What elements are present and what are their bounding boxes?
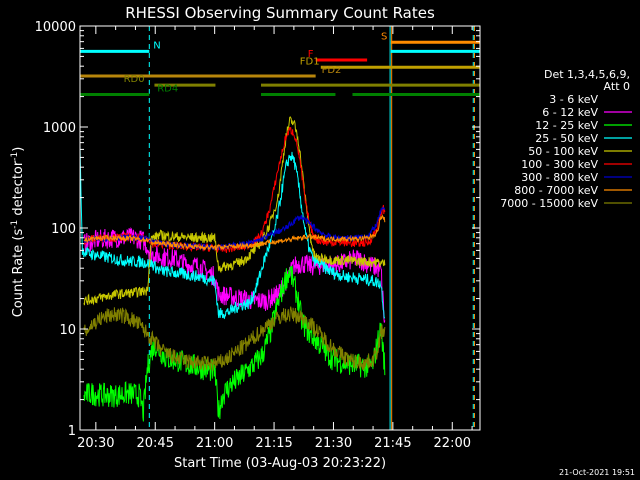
y-tick-label-2: 100 bbox=[51, 222, 76, 237]
legend-label-100-300-kev: 100 - 300 keV bbox=[521, 158, 598, 171]
x-tick-label-2: 21:00 bbox=[196, 436, 233, 451]
legend-label-12-25-kev: 12 - 25 keV bbox=[535, 119, 598, 132]
legend-label-7000-15000-kev: 7000 - 15000 keV bbox=[500, 197, 598, 210]
x-axis-label: Start Time (03-Aug-03 20:23:22) bbox=[174, 456, 386, 471]
flag-label-rd4: RD4 bbox=[157, 83, 178, 94]
legend-label-300-800-kev: 300 - 800 keV bbox=[521, 171, 598, 184]
series-line-12-25-kev bbox=[83, 265, 386, 422]
x-tick-label-5: 21:45 bbox=[374, 436, 411, 451]
y-axis-label-sup-1: -1 bbox=[10, 220, 20, 229]
y-tick-label-4: 10000 bbox=[35, 20, 76, 35]
footer-timestamp: 21-Oct-2021 19:51 bbox=[559, 468, 635, 477]
legend-label-50-100-kev: 50 - 100 keV bbox=[528, 145, 598, 158]
legend-label-3-6-kev: 3 - 6 keV bbox=[549, 93, 598, 106]
series-line-800-7000-kev bbox=[83, 214, 386, 251]
x-tick-label-1: 20:45 bbox=[137, 436, 174, 451]
flag-label-fd1: FD1 bbox=[300, 56, 320, 67]
x-tick-label-6: 22:00 bbox=[434, 436, 471, 451]
svg-text:Count Rate (s-1 detector-1): Count Rate (s-1 detector-1) bbox=[10, 147, 26, 318]
series-line-50-100-kev bbox=[83, 116, 386, 306]
chart-title: RHESSI Observing Summary Count Rates bbox=[125, 4, 435, 22]
y-tick-label-3: 1000 bbox=[43, 121, 76, 136]
y-axis-label-sup-2: -1 bbox=[10, 152, 20, 161]
series-line-100-300-kev bbox=[83, 126, 386, 254]
legend-header-1: Det 1,3,4,5,6,9, bbox=[544, 68, 630, 81]
series-line-25-50-kev bbox=[80, 145, 386, 320]
legend-label-25-50-kev: 25 - 50 keV bbox=[535, 132, 598, 145]
flag-label-n: N bbox=[153, 40, 160, 51]
y-axis-label: Count Rate (s-1 detector-1) bbox=[10, 147, 26, 318]
y-tick-label-0: 1 bbox=[68, 424, 76, 439]
x-tick-label-0: 20:30 bbox=[77, 436, 114, 451]
flag-label-f: F bbox=[308, 49, 314, 60]
legend-header-2: Att 0 bbox=[604, 80, 630, 93]
flag-label-fd2: FD2 bbox=[322, 65, 342, 76]
flag-label-rd0: RD0 bbox=[124, 74, 145, 85]
axes: 20:30 20:45 21:00 21:15 21:30 21:45 22:00 1 10 10… bbox=[35, 20, 481, 451]
series-line-7000-15000-kev bbox=[83, 306, 386, 371]
y-axis-label-mid: detector bbox=[11, 160, 26, 220]
flag-label-s: S bbox=[381, 31, 387, 42]
x-tick-label-3: 21:15 bbox=[255, 436, 292, 451]
y-axis-label-end: ) bbox=[11, 147, 26, 152]
legend-label-800-7000-kev: 800 - 7000 keV bbox=[514, 184, 598, 197]
x-tick-label-4: 21:30 bbox=[315, 436, 352, 451]
legend-label-6-12-kev: 6 - 12 keV bbox=[542, 106, 598, 119]
y-tick-label-1: 10 bbox=[59, 323, 76, 338]
y-axis-label-main: Count Rate (s bbox=[11, 229, 26, 318]
series-line-300-800-kev bbox=[83, 206, 386, 251]
